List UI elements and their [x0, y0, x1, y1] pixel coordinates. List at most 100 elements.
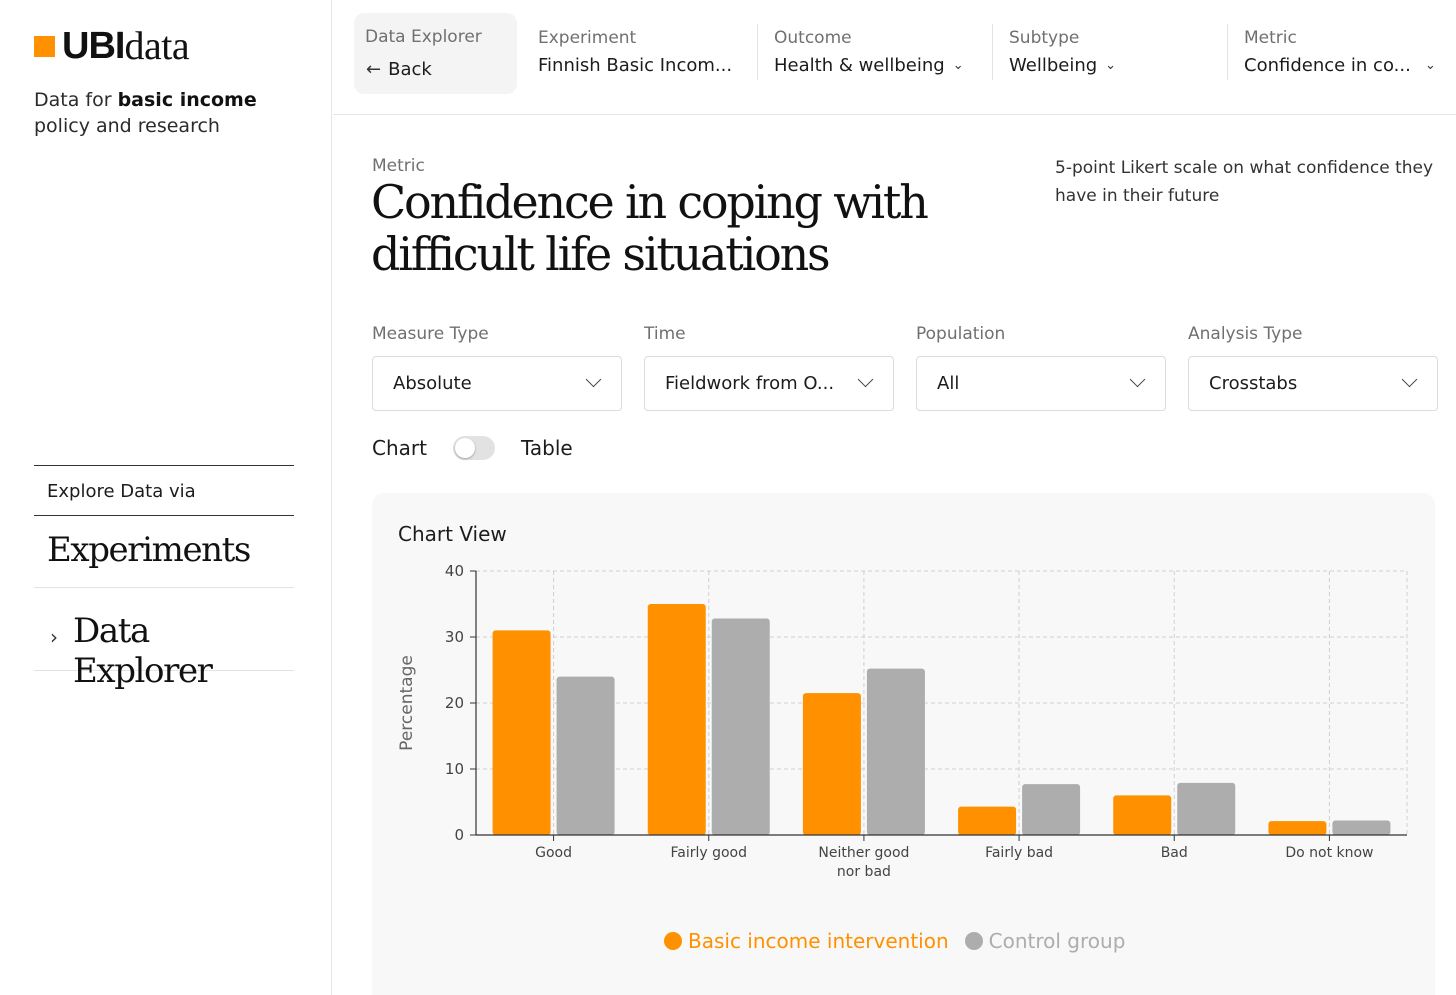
crumb-label: Metric	[1244, 28, 1297, 48]
measure-type-select[interactable]: Absolute	[372, 356, 622, 411]
logo-square-icon	[34, 35, 55, 57]
x-tick-label-line: Do not know	[1285, 845, 1373, 861]
ubidata-logo[interactable]: UBI data	[34, 23, 190, 68]
bar-intervention	[647, 604, 706, 835]
legend-label: Control group	[988, 929, 1126, 953]
legend-item[interactable]: Control group	[964, 929, 1126, 953]
y-tick-label: 0	[454, 826, 464, 844]
crumb-value: Health & wellbeing ⌄	[774, 55, 964, 76]
crumb-outcome[interactable]: Outcome Health & wellbeing ⌄	[757, 24, 987, 80]
chart-table-toggle: Chart Table	[372, 436, 573, 460]
back-button[interactable]: Data Explorer ← Back	[354, 13, 517, 94]
y-tick-label: 30	[445, 628, 464, 646]
crumb-value-text: Finnish Basic Incom...	[538, 55, 733, 76]
breadcrumb-bar: Data Explorer ← Back Experiment Finnish …	[333, 0, 1456, 115]
bar-intervention	[1268, 821, 1327, 835]
sidebar-item-experiments[interactable]: Experiments	[34, 516, 294, 588]
filter-analysis-type: Analysis Type Crosstabs	[1188, 324, 1438, 411]
y-tick-label: 20	[445, 694, 464, 712]
legend-label: Basic income intervention	[688, 929, 949, 953]
bar-intervention	[958, 806, 1017, 835]
chevron-down-icon: ⌄	[1424, 58, 1436, 73]
logo-wordmark-bold: UBI	[62, 25, 125, 67]
x-tick-label-line: Fairly bad	[985, 845, 1053, 861]
x-tick-label-line: Bad	[1161, 845, 1188, 861]
filter-population: Population All	[916, 324, 1166, 411]
logo-wordmark-light: data	[124, 23, 190, 68]
bar-control	[1332, 820, 1391, 835]
tagline-post: policy and research	[34, 115, 220, 137]
filter-measure-type: Measure Type Absolute	[372, 324, 622, 411]
bar-control	[1022, 784, 1081, 835]
bar-intervention	[492, 630, 551, 835]
filter-label: Time	[644, 324, 686, 344]
main-content: Metric Confidence in coping with difficu…	[333, 116, 1456, 995]
x-tick-label: Fairly good	[670, 845, 747, 861]
sidebar-item-label: Data Explorer	[73, 611, 213, 691]
chevron-down-icon: ⌄	[1105, 58, 1117, 73]
explore-data-label: Explore Data via	[47, 481, 196, 502]
bar-control	[556, 676, 615, 835]
select-value: Absolute	[393, 373, 472, 394]
chevron-down-icon	[1401, 371, 1418, 388]
crumb-experiment[interactable]: Experiment Finnish Basic Incom...	[522, 24, 752, 80]
chevron-right-icon: ›	[50, 625, 58, 649]
sidebar-item-label: Experiments	[47, 530, 251, 570]
bar-chart: 0 10 20 30 40 Good Fairly good Neither good nor …	[397, 562, 1408, 880]
back-row: ← Back	[366, 59, 432, 80]
chevron-down-icon	[585, 371, 602, 388]
filter-label: Analysis Type	[1188, 324, 1303, 344]
crumb-metric[interactable]: Metric Confidence in co... ⌄	[1227, 24, 1447, 80]
x-tick-label-line: nor bad	[837, 864, 891, 880]
legend-swatch	[664, 932, 682, 950]
sidebar: UBI data Data for basic income policy an…	[0, 0, 332, 995]
filter-label: Population	[916, 324, 1006, 344]
explore-data-heading: Explore Data via	[34, 465, 294, 516]
metric-description: 5-point Likert scale on what confidence …	[1055, 158, 1434, 206]
bar-control	[1177, 782, 1236, 835]
legend-item[interactable]: Basic income intervention	[664, 929, 949, 953]
back-crumb-label: Data Explorer	[365, 27, 482, 47]
legend-swatch	[964, 932, 983, 950]
tagline-bold: basic income	[117, 89, 257, 111]
select-value: Crosstabs	[1209, 373, 1298, 394]
crumb-value: Finnish Basic Incom...	[538, 55, 732, 76]
page-title: Confidence in coping with difficult life…	[371, 175, 929, 281]
bar-control	[711, 618, 770, 835]
crumb-value-text: Wellbeing	[1009, 55, 1098, 76]
x-tick-label: Fairly bad	[985, 845, 1053, 861]
metric-tag: Metric	[372, 156, 425, 176]
toggle-label-chart[interactable]: Chart	[372, 436, 427, 460]
toggle-knob	[454, 438, 475, 458]
bar-intervention	[1113, 795, 1172, 835]
arrow-left-icon: ←	[366, 59, 382, 80]
crumb-label: Outcome	[774, 28, 852, 48]
sidebar-item-data-explorer[interactable]: › Data Explorer	[34, 599, 294, 691]
crumb-label: Subtype	[1009, 28, 1080, 48]
chart-card-title: Chart View	[398, 522, 507, 546]
chart-legend: Basic income intervention Control group	[664, 929, 1141, 953]
bar-control	[866, 668, 925, 835]
y-tick-label: 40	[445, 562, 464, 580]
x-tick-label-line: Fairly good	[670, 845, 747, 861]
y-tick-label: 10	[445, 760, 464, 778]
crumb-subtype[interactable]: Subtype Wellbeing ⌄	[992, 24, 1222, 80]
population-select[interactable]: All	[916, 356, 1166, 411]
tagline: Data for basic income policy and researc…	[34, 87, 294, 139]
crumb-label: Experiment	[538, 28, 637, 48]
time-select[interactable]: Fieldwork from O...	[644, 356, 894, 411]
analysis-type-select[interactable]: Crosstabs	[1188, 356, 1438, 411]
select-value: Fieldwork from O...	[665, 373, 835, 394]
filter-time: Time Fieldwork from O...	[644, 324, 894, 411]
tagline-pre: Data for	[34, 89, 118, 111]
x-tick-label: Good	[535, 845, 572, 861]
back-text: Back	[388, 59, 432, 80]
chart-card: Chart View 0 10 20 30 40 Good Fairly good Neith…	[372, 493, 1435, 995]
crumb-value: Confidence in co... ⌄	[1244, 55, 1436, 76]
x-tick-label-line: Good	[535, 845, 572, 861]
x-tick-label: Do not know	[1285, 845, 1373, 861]
toggle-label-table[interactable]: Table	[520, 436, 573, 460]
x-tick-label: Neither good nor bad	[818, 845, 909, 880]
x-tick-label-line: Neither good	[818, 845, 909, 861]
view-toggle-switch[interactable]	[452, 436, 495, 460]
